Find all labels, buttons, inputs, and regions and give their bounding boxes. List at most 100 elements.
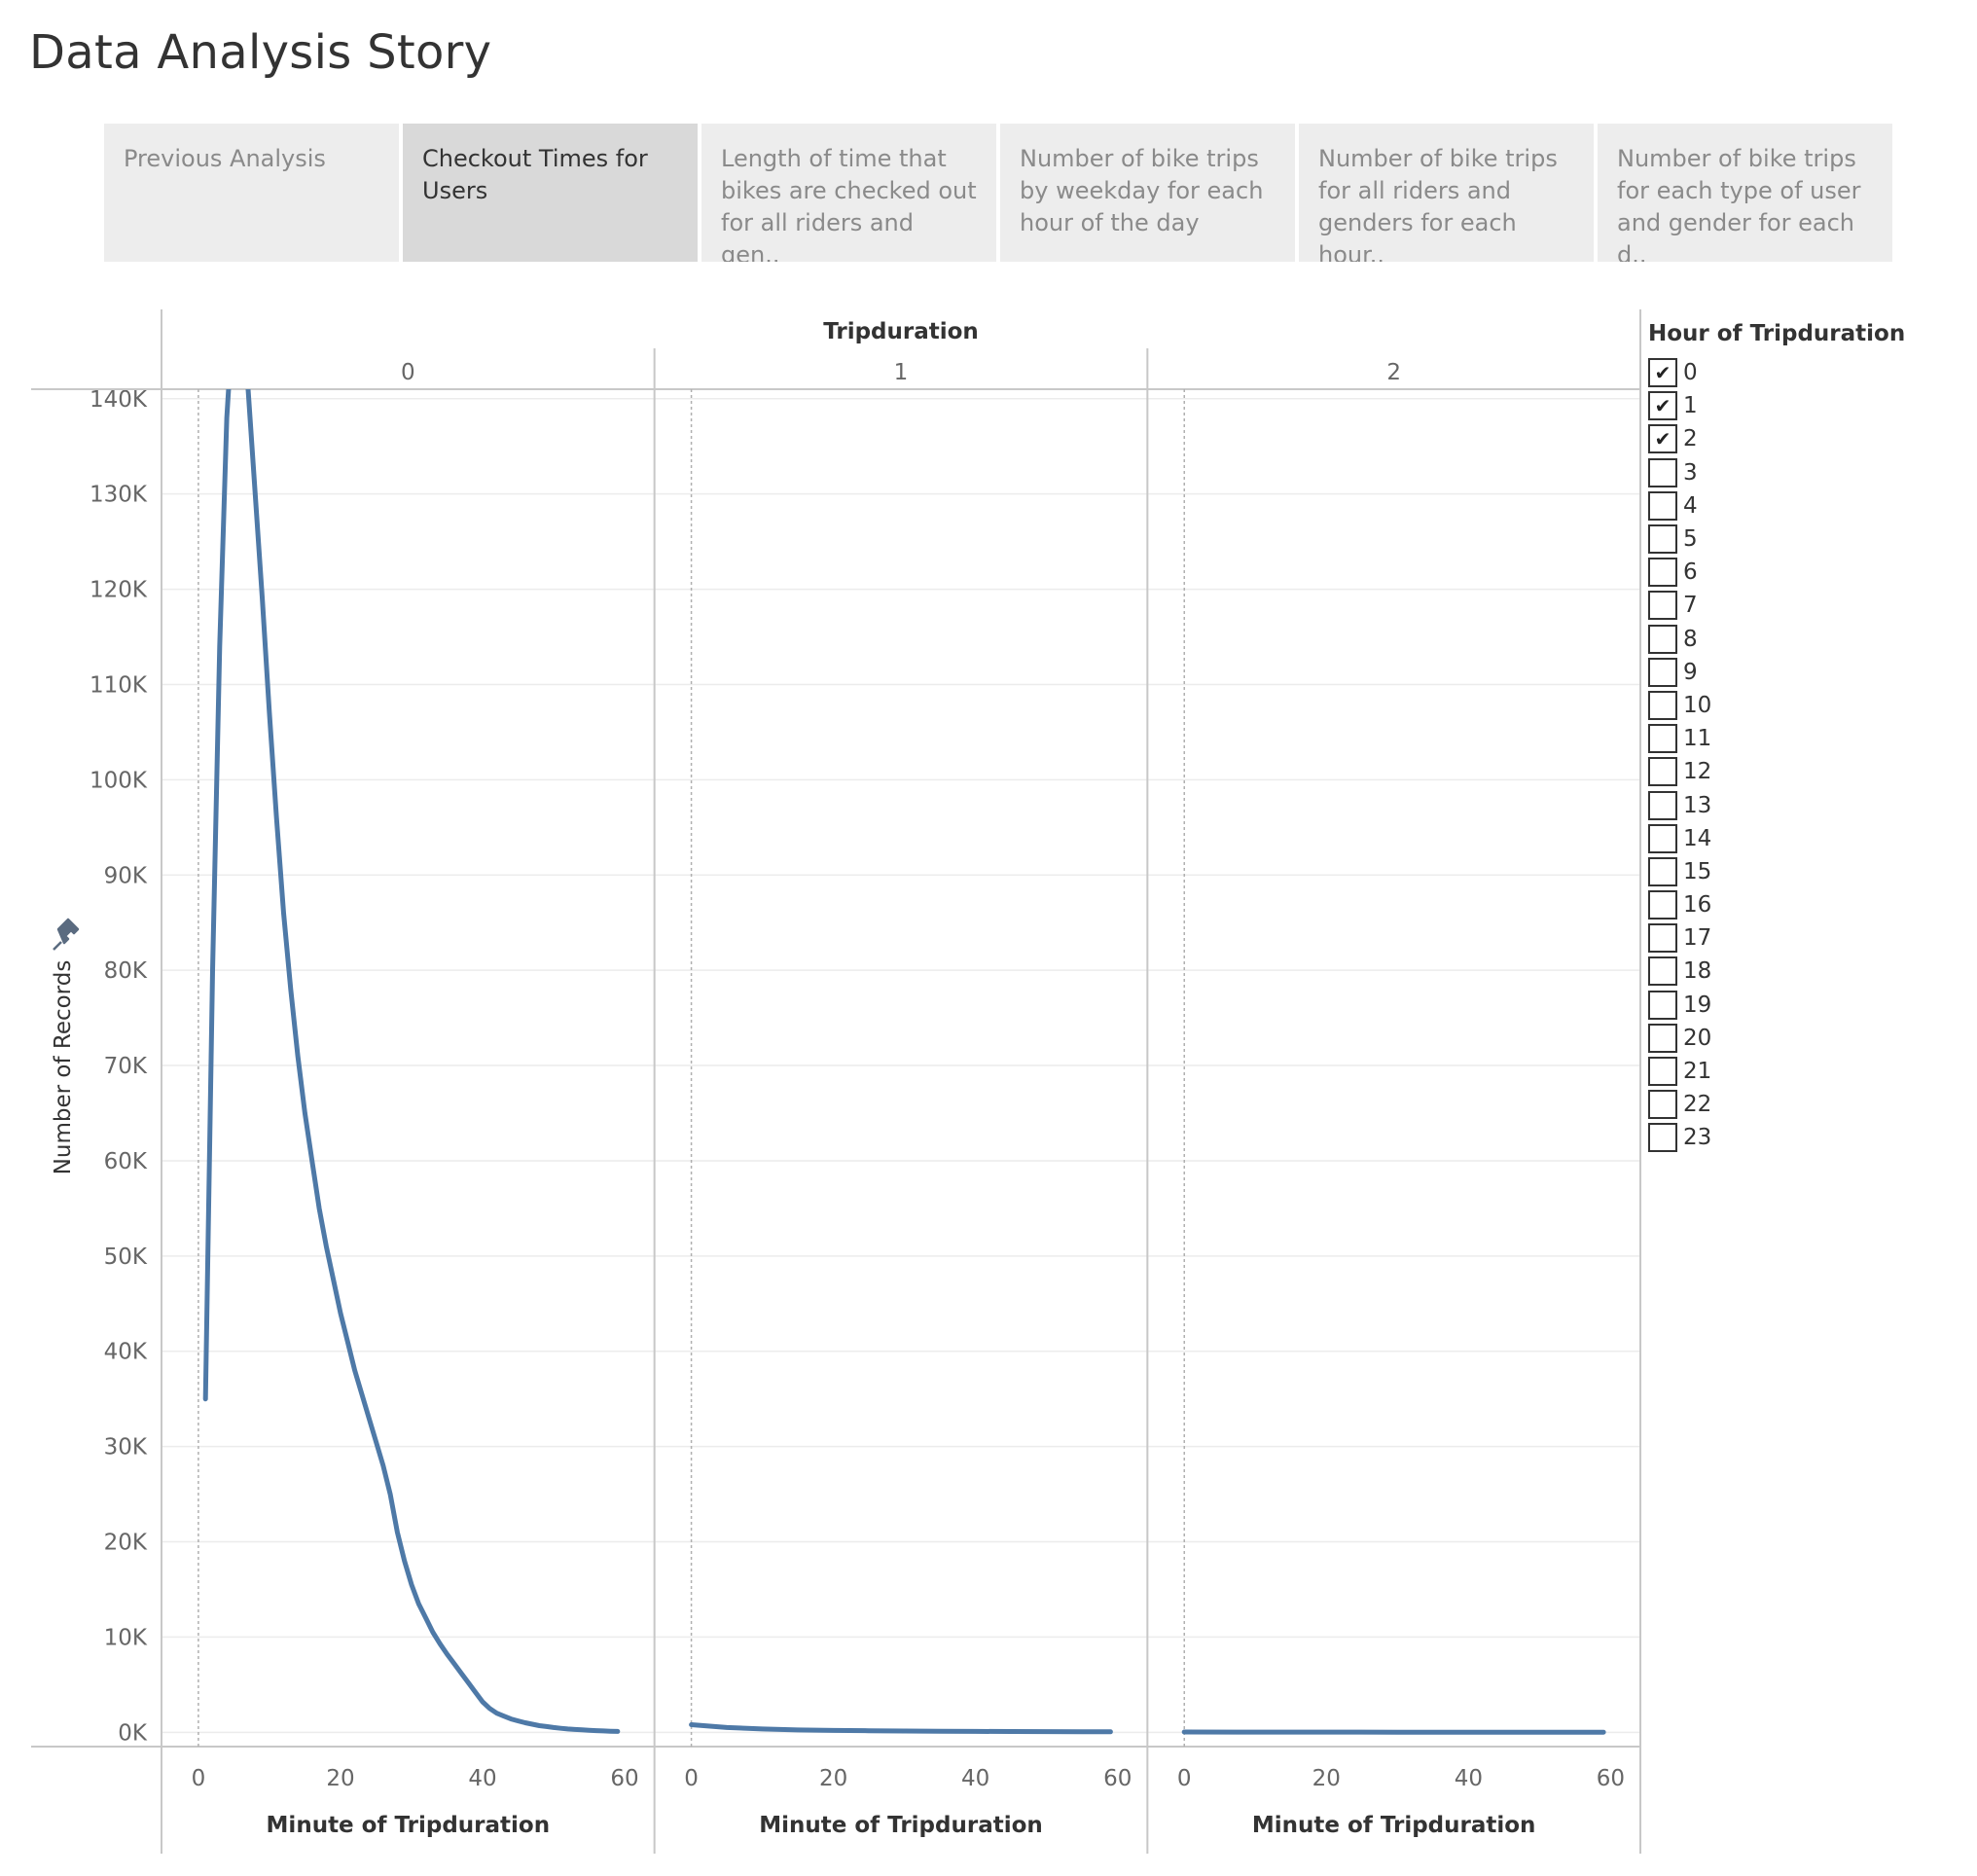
y-tick-label: 90K xyxy=(104,863,148,888)
legend-item-label: 21 xyxy=(1683,1059,1712,1085)
legend-item-hour-0[interactable]: ✔ 0 xyxy=(1648,356,1940,389)
x-tick-label: 60 xyxy=(1103,1766,1132,1791)
legend-item-hour-10[interactable]: 10 xyxy=(1648,689,1940,722)
legend-item-hour-5[interactable]: 5 xyxy=(1648,523,1940,556)
legend-item-hour-20[interactable]: 20 xyxy=(1648,1022,1940,1055)
checkbox-empty-icon[interactable] xyxy=(1648,490,1677,521)
tab-length-of-time[interactable]: Length of time that bikes are checked ou… xyxy=(701,124,996,262)
legend-item-label: 2 xyxy=(1683,426,1698,452)
legend-item-hour-3[interactable]: 3 xyxy=(1648,456,1940,489)
checkbox-empty-icon[interactable] xyxy=(1648,591,1677,621)
y-tick-label: 70K xyxy=(104,1054,148,1079)
panel-header-2: 2 xyxy=(1386,360,1401,385)
checkbox-empty-icon[interactable] xyxy=(1648,1023,1677,1053)
checkbox-empty-icon[interactable] xyxy=(1648,757,1677,787)
checkbox-empty-icon[interactable] xyxy=(1648,558,1677,588)
tab-previous-analysis[interactable]: Previous Analysis xyxy=(104,124,399,262)
checkbox-checked-icon[interactable]: ✔ xyxy=(1648,424,1677,454)
legend-item-hour-12[interactable]: 12 xyxy=(1648,755,1940,788)
legend-item-hour-14[interactable]: 14 xyxy=(1648,822,1940,855)
checkbox-empty-icon[interactable] xyxy=(1648,1090,1677,1120)
column-header-title: Tripduration xyxy=(823,319,979,344)
checkbox-empty-icon[interactable] xyxy=(1648,956,1677,987)
legend-item-hour-11[interactable]: 11 xyxy=(1648,722,1940,755)
checkbox-empty-icon[interactable] xyxy=(1648,524,1677,555)
legend-item-hour-4[interactable]: 4 xyxy=(1648,489,1940,523)
legend-item-label: 1 xyxy=(1683,393,1698,419)
checkbox-empty-icon[interactable] xyxy=(1648,890,1677,920)
legend-item-label: 16 xyxy=(1683,892,1712,919)
y-tick-label: 100K xyxy=(90,768,148,793)
legend-item-hour-7[interactable]: 7 xyxy=(1648,589,1940,622)
legend-item-hour-8[interactable]: 8 xyxy=(1648,623,1940,656)
legend-item-label: 10 xyxy=(1683,692,1712,718)
x-tick-label: 20 xyxy=(1312,1766,1341,1791)
y-tick-label: 40K xyxy=(104,1340,148,1365)
x-tick-label: 20 xyxy=(326,1766,354,1791)
tab-trips-all-riders[interactable]: Number of bike trips for all riders and … xyxy=(1299,124,1594,262)
checkbox-empty-icon[interactable] xyxy=(1648,923,1677,954)
y-axis-title: Number of Records xyxy=(51,960,76,1175)
checkbox-empty-icon[interactable] xyxy=(1648,657,1677,687)
legend-item-hour-2[interactable]: ✔ 2 xyxy=(1648,422,1940,455)
legend-item-hour-6[interactable]: 6 xyxy=(1648,556,1940,589)
legend-item-hour-1[interactable]: ✔ 1 xyxy=(1648,389,1940,422)
legend-item-hour-23[interactable]: 23 xyxy=(1648,1121,1940,1154)
checkbox-empty-icon[interactable] xyxy=(1648,724,1677,754)
legend-item-label: 22 xyxy=(1683,1092,1712,1118)
x-tick-label: 0 xyxy=(684,1766,699,1791)
hour-filter-legend: Hour of Tripduration ✔ 0 ✔ 1 ✔ 2 3 4 5 6 7 8 9 10 11 12… xyxy=(1648,321,1940,1155)
panel-header-1: 1 xyxy=(894,360,909,385)
tab-trips-user-type[interactable]: Number of bike trips for each type of us… xyxy=(1598,124,1892,262)
legend-item-hour-22[interactable]: 22 xyxy=(1648,1088,1940,1121)
y-tick-label: 50K xyxy=(104,1245,148,1270)
legend-item-label: 15 xyxy=(1683,858,1712,884)
checkbox-empty-icon[interactable] xyxy=(1648,990,1677,1020)
legend-item-hour-17[interactable]: 17 xyxy=(1648,921,1940,955)
legend-item-hour-13[interactable]: 13 xyxy=(1648,788,1940,821)
x-tick-label: 0 xyxy=(192,1766,206,1791)
checkbox-empty-icon[interactable] xyxy=(1648,790,1677,820)
legend-item-label: 12 xyxy=(1683,759,1712,785)
y-tick-label: 20K xyxy=(104,1531,148,1556)
y-tick-label: 60K xyxy=(104,1149,148,1174)
checkbox-empty-icon[interactable] xyxy=(1648,624,1677,654)
checkbox-empty-icon[interactable] xyxy=(1648,690,1677,720)
y-tick-label: 110K xyxy=(90,672,148,698)
y-tick-label: 30K xyxy=(104,1435,148,1461)
tab-trips-by-weekday[interactable]: Number of bike trips by weekday for each… xyxy=(1000,124,1295,262)
legend-item-label: 5 xyxy=(1683,526,1698,553)
legend-item-hour-21[interactable]: 21 xyxy=(1648,1055,1940,1088)
legend-item-label: 17 xyxy=(1683,925,1712,952)
legend-item-label: 7 xyxy=(1683,593,1698,619)
legend-item-hour-18[interactable]: 18 xyxy=(1648,955,1940,988)
x-tick-label: 60 xyxy=(610,1766,638,1791)
checkbox-empty-icon[interactable] xyxy=(1648,856,1677,886)
legend-item-label: 8 xyxy=(1683,626,1698,652)
legend-item-label: 20 xyxy=(1683,1025,1712,1051)
tab-checkout-times[interactable]: Checkout Times for Users xyxy=(403,124,698,262)
x-tick-label: 60 xyxy=(1597,1766,1625,1791)
checkbox-empty-icon[interactable] xyxy=(1648,823,1677,853)
x-axis-title: Minute of Tripduration xyxy=(1252,1813,1536,1838)
story-tabs: Previous Analysis Checkout Times for Use… xyxy=(104,124,1892,262)
legend-item-label: 4 xyxy=(1683,492,1698,519)
legend-item-label: 13 xyxy=(1683,792,1712,818)
checkbox-empty-icon[interactable] xyxy=(1648,1057,1677,1087)
pin-icon xyxy=(53,918,80,951)
legend-item-hour-15[interactable]: 15 xyxy=(1648,855,1940,888)
legend-item-hour-16[interactable]: 16 xyxy=(1648,888,1940,921)
legend-item-label: 9 xyxy=(1683,659,1698,685)
checkbox-checked-icon[interactable]: ✔ xyxy=(1648,391,1677,421)
x-tick-label: 40 xyxy=(468,1766,496,1791)
legend-item-hour-19[interactable]: 19 xyxy=(1648,989,1940,1022)
checkbox-checked-icon[interactable]: ✔ xyxy=(1648,358,1677,388)
y-tick-label: 140K xyxy=(90,387,148,413)
x-tick-label: 0 xyxy=(1177,1766,1192,1791)
legend-title: Hour of Tripduration xyxy=(1648,321,1906,346)
checkbox-empty-icon[interactable] xyxy=(1648,457,1677,487)
legend-item-hour-9[interactable]: 9 xyxy=(1648,656,1940,689)
panel-header-0: 0 xyxy=(401,360,415,385)
checkbox-empty-icon[interactable] xyxy=(1648,1123,1677,1153)
